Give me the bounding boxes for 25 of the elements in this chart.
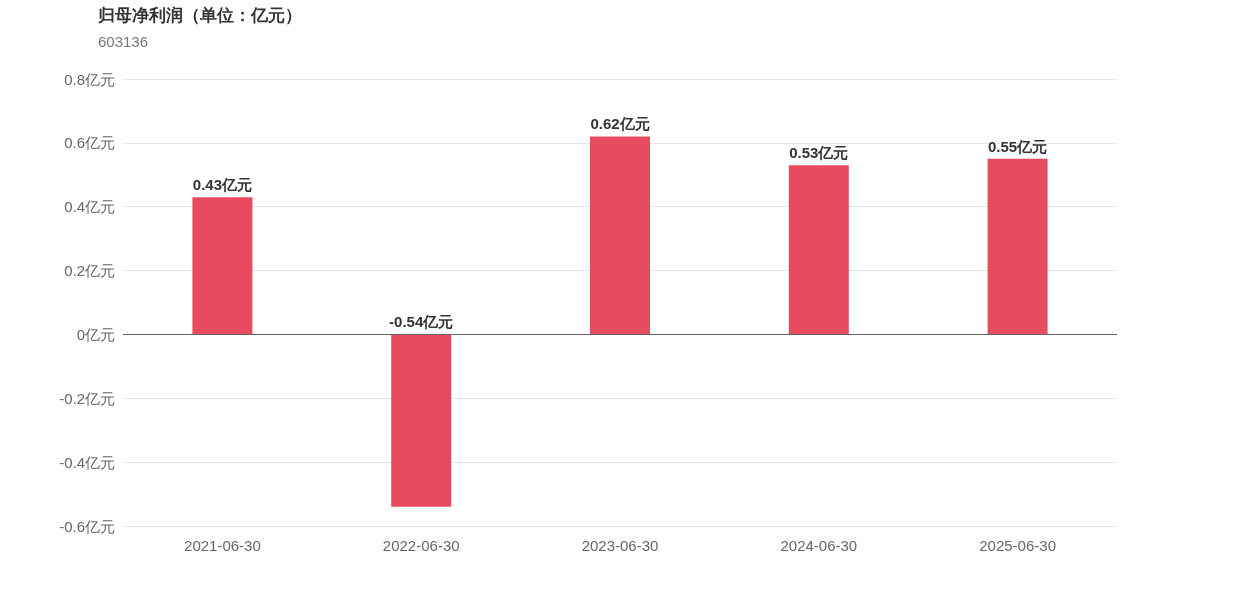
chart-subtitle: 603136 bbox=[98, 33, 149, 50]
x-tick-label: 2025-06-30 bbox=[979, 537, 1056, 554]
bar bbox=[590, 136, 650, 335]
data-label: 0.62亿元 bbox=[590, 115, 650, 133]
x-tick-label: 2021-06-30 bbox=[184, 537, 261, 554]
y-tick-label: -0.6亿元 bbox=[59, 517, 115, 535]
data-label: 0.53亿元 bbox=[789, 144, 849, 162]
y-tick-label: 0.4亿元 bbox=[64, 198, 115, 216]
bar bbox=[788, 165, 849, 335]
y-tick-label: -0.4亿元 bbox=[59, 453, 115, 471]
y-tick-label: 0.2亿元 bbox=[64, 262, 115, 280]
y-tick-label: 0.8亿元 bbox=[64, 70, 115, 88]
x-tick-label: 2023-06-30 bbox=[581, 537, 659, 554]
y-tick-label: 0亿元 bbox=[76, 325, 115, 343]
x-tick-label: 2024-06-30 bbox=[780, 537, 858, 554]
data-label: -0.54亿元 bbox=[389, 313, 454, 331]
x-tick-label: 2022-06-30 bbox=[382, 537, 460, 554]
bar bbox=[987, 158, 1048, 335]
data-label: 0.43亿元 bbox=[192, 176, 252, 194]
chart-title: 归母净利润（单位：亿元） bbox=[97, 6, 302, 25]
y-tick-label: 0.6亿元 bbox=[64, 134, 115, 152]
bar bbox=[391, 334, 452, 507]
y-tick-label: -0.2亿元 bbox=[59, 389, 115, 407]
data-label: 0.55亿元 bbox=[988, 137, 1048, 155]
bar bbox=[192, 197, 253, 335]
